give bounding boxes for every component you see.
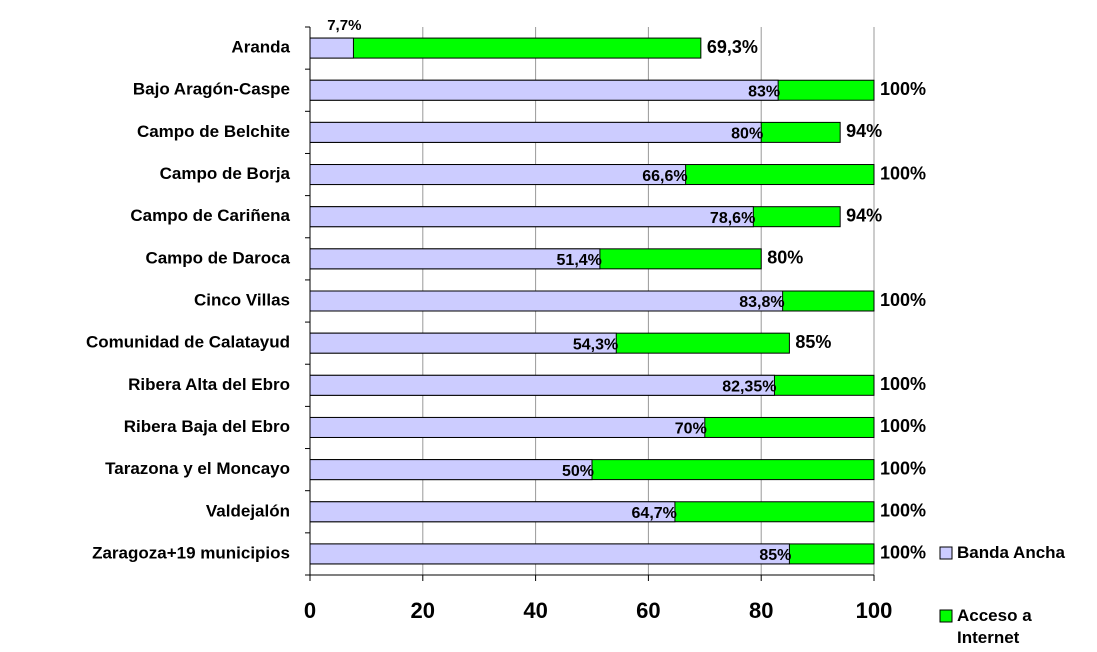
bar	[309, 543, 790, 565]
data-label: 100%	[880, 543, 926, 563]
data-label: 83,8%	[739, 294, 784, 311]
data-label: 94%	[846, 205, 882, 225]
bar	[309, 416, 706, 438]
x-tick-label: 60	[636, 598, 660, 623]
y-tick-label: Campo de Belchite	[137, 122, 290, 141]
x-tick-label: 80	[749, 598, 773, 623]
y-tick-label: Bajo Aragón-Caspe	[133, 80, 290, 99]
data-label: 100%	[880, 163, 926, 183]
data-label: 100%	[880, 416, 926, 436]
bar	[309, 79, 779, 101]
bar	[309, 164, 687, 186]
legend-swatch	[939, 609, 953, 623]
data-label: 85%	[759, 547, 791, 564]
data-label: 70%	[675, 421, 707, 438]
legend-swatch	[939, 546, 953, 560]
data-label: 82,35%	[722, 379, 776, 396]
y-tick-label: Campo de Cariñena	[130, 206, 290, 225]
data-label: 50%	[562, 463, 594, 480]
bar	[309, 332, 617, 354]
data-label: 100%	[880, 290, 926, 310]
data-label: 100%	[880, 458, 926, 478]
y-tick-label: Aranda	[231, 38, 290, 57]
data-label: 100%	[880, 374, 926, 394]
x-tick-label: 0	[304, 598, 316, 623]
data-label: 100%	[880, 79, 926, 99]
bar	[309, 206, 754, 228]
bar	[309, 248, 601, 270]
legend-label: Banda Ancha	[957, 543, 1066, 562]
bar	[309, 37, 702, 59]
data-label: 80%	[731, 126, 763, 143]
bar	[309, 290, 784, 312]
y-tick-label: Ribera Baja del Ebro	[124, 417, 290, 436]
data-label: 100%	[880, 501, 926, 521]
data-label: 7,7%	[327, 17, 361, 34]
y-tick-label: Tarazona y el Moncayo	[105, 459, 290, 478]
bar	[309, 501, 676, 523]
y-tick-label: Campo de Daroca	[145, 248, 290, 267]
data-label: 94%	[846, 121, 882, 141]
data-label: 66,6%	[642, 168, 687, 185]
data-label: 80%	[767, 248, 803, 268]
data-label: 83%	[748, 83, 780, 100]
y-tick-label: Campo de Borja	[160, 164, 291, 183]
bar	[309, 374, 775, 396]
x-tick-label: 20	[411, 598, 435, 623]
y-tick-label: Ribera Alta del Ebro	[128, 375, 290, 394]
y-tick-label: Cinco Villas	[194, 290, 290, 309]
data-label: 85%	[795, 332, 831, 352]
bar	[309, 459, 593, 481]
data-label: 78,6%	[710, 210, 755, 227]
y-tick-label: Zaragoza+19 municipios	[92, 543, 290, 562]
y-tick-label: Valdejalón	[206, 501, 290, 520]
data-label: 54,3%	[573, 336, 618, 353]
x-tick-label: 100	[856, 598, 893, 623]
x-tick-label: 40	[523, 598, 547, 623]
data-label: 64,7%	[632, 505, 677, 522]
y-tick-label: Comunidad de Calatayud	[86, 333, 290, 352]
data-label: 51,4%	[557, 252, 602, 269]
bar	[309, 121, 762, 143]
data-label: 69,3%	[707, 37, 758, 57]
bar	[309, 37, 354, 59]
legend-label: Acceso a Internet	[957, 606, 1032, 647]
